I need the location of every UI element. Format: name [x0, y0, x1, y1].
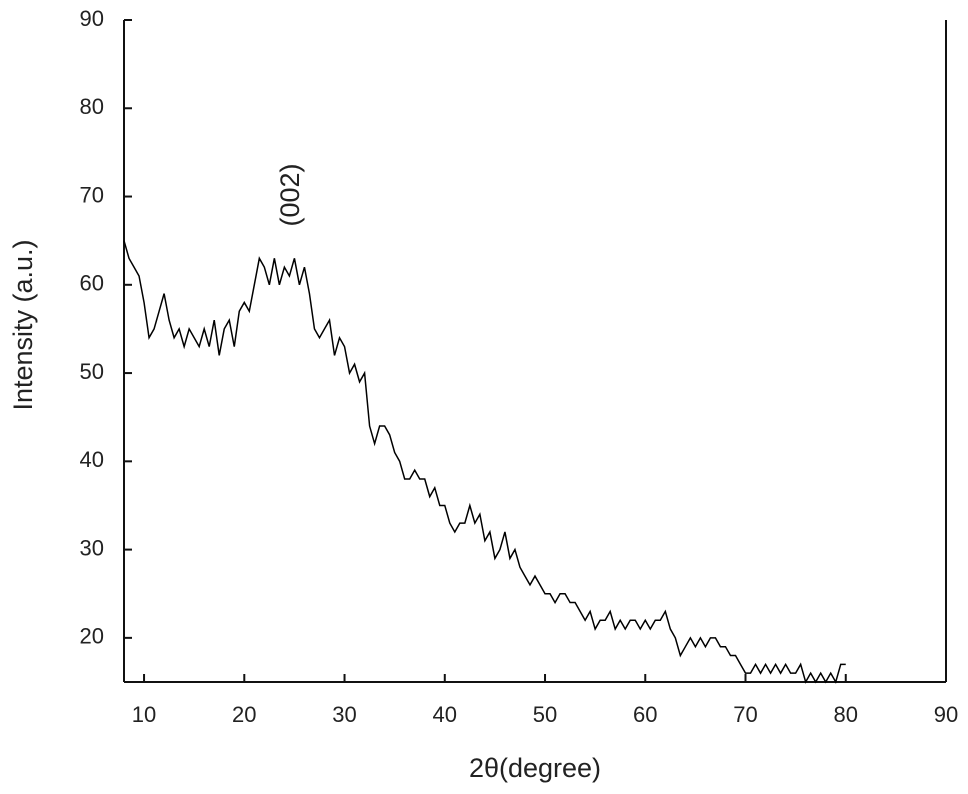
y-tick-label: 50	[80, 359, 104, 384]
x-tick-label: 60	[633, 702, 657, 727]
y-tick-label: 70	[80, 182, 104, 207]
x-tick-label: 70	[733, 702, 757, 727]
x-tick-label: 20	[232, 702, 256, 727]
peak-annotation: (002)	[275, 163, 305, 226]
x-tick-label: 90	[934, 702, 958, 727]
data-line	[123, 240, 846, 684]
y-axis-label: Intensity (a.u.)	[8, 239, 38, 410]
y-tick-label: 20	[80, 624, 104, 649]
y-tick-label: 80	[80, 94, 104, 119]
x-tick-label: 30	[332, 702, 356, 727]
x-tick-label: 10	[132, 702, 156, 727]
x-tick-label: 50	[533, 702, 557, 727]
x-axis-label: 2θ(degree)	[469, 753, 601, 783]
x-tick-label: 80	[834, 702, 858, 727]
y-tick-label: 30	[80, 535, 104, 560]
x-tick-label: 40	[433, 702, 457, 727]
y-tick-label: 90	[80, 6, 104, 31]
y-tick-label: 60	[80, 271, 104, 296]
y-tick-label: 40	[80, 447, 104, 472]
